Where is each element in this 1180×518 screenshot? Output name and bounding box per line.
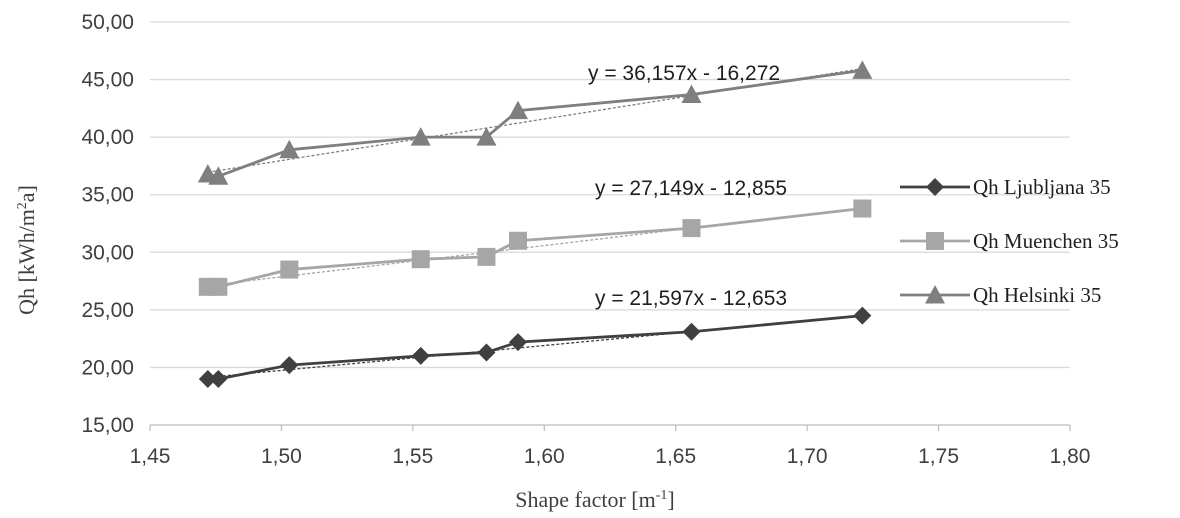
data-point-qh-helsinki-35 [681, 84, 702, 104]
data-point-qh-ljubljana-35 [853, 306, 872, 325]
data-point-qh-ljubljana-35 [280, 356, 299, 375]
y-tick-label: 35,00 [81, 184, 134, 207]
data-point-qh-muenchen-35 [853, 199, 872, 218]
series-line-qh-muenchen-35 [207, 207, 863, 289]
y-tick-label: 50,00 [81, 11, 134, 34]
data-point-qh-helsinki-35 [410, 127, 431, 146]
trend-equations: y = 21,597x - 12,653 y = 27,149x - 12,855… [588, 62, 787, 310]
data-point-qh-ljubljana-35 [682, 322, 701, 341]
legend-marker-qh-helsinki-35 [925, 285, 945, 304]
series-layer [197, 60, 873, 388]
plot-area [150, 21, 1070, 426]
series-line-qh-ljubljana-35 [207, 314, 863, 381]
data-point-qh-helsinki-35 [508, 100, 528, 120]
legend-marker-qh-muenchen-35 [926, 232, 944, 250]
data-point-qh-helsinki-35 [852, 60, 873, 79]
data-point-qh-muenchen-35 [682, 219, 701, 238]
y-tick-label: 15,00 [81, 414, 134, 437]
y-tick-label: 45,00 [81, 69, 134, 92]
y-axis: 15,00 20,00 25,00 30,00 35,00 40,00 45,00 50,00 [81, 11, 134, 437]
x-tick-label: 1,65 [655, 445, 696, 468]
y-tick-label: 30,00 [81, 241, 134, 264]
data-point-qh-ljubljana-35 [209, 369, 228, 388]
legend-label-qh-ljubljana-35: Qh Ljubljana 35 [973, 175, 1111, 199]
x-tick-label: 1,60 [524, 445, 565, 468]
x-tick-label: 1,50 [261, 445, 302, 468]
data-point-qh-ljubljana-35 [477, 343, 496, 362]
trend-equation-qh-ljubljana-35: y = 21,597x - 12,653 [595, 287, 787, 310]
y-tick-label: 20,00 [81, 356, 134, 379]
data-point-qh-helsinki-35 [279, 139, 300, 159]
data-point-qh-muenchen-35 [209, 277, 228, 296]
x-tick-label: 1,70 [787, 445, 828, 468]
y-tick-label: 40,00 [81, 126, 134, 149]
data-point-qh-muenchen-35 [411, 250, 430, 269]
legend-label-qh-helsinki-35: Qh Helsinki 35 [973, 283, 1101, 307]
data-point-qh-helsinki-35 [208, 166, 229, 185]
x-tick-label: 1,45 [130, 445, 171, 468]
trend-equation-qh-muenchen-35: y = 27,149x - 12,855 [595, 177, 787, 200]
y-axis-title: Qh [kWh/m2a] [14, 185, 39, 315]
series-line-qh-helsinki-35 [207, 68, 863, 178]
data-point-qh-helsinki-35 [476, 127, 497, 146]
legend-label-qh-muenchen-35: Qh Muenchen 35 [973, 229, 1119, 253]
legend: Qh Ljubljana 35 Qh Muenchen 35 Qh Helsinki… [900, 175, 1119, 307]
x-axis-title: Shape factor [m-1] [515, 487, 675, 512]
x-tick-label: 1,75 [918, 445, 959, 468]
data-point-qh-muenchen-35 [509, 231, 527, 250]
data-point-qh-ljubljana-35 [198, 369, 217, 388]
trend-equation-qh-helsinki-35: y = 36,157x - 16,272 [588, 62, 780, 85]
legend-marker-qh-ljubljana-35 [926, 178, 944, 196]
data-point-qh-ljubljana-35 [411, 346, 430, 365]
data-point-qh-muenchen-35 [280, 260, 299, 279]
data-point-qh-muenchen-35 [477, 247, 496, 266]
x-axis: 1,45 1,50 1,55 1,60 1,65 1,70 1,75 1,80 [130, 424, 1091, 468]
x-tick-label: 1,80 [1050, 445, 1091, 468]
data-point-qh-ljubljana-35 [509, 333, 527, 352]
x-tick-label: 1,55 [392, 445, 433, 468]
y-tick-label: 25,00 [81, 299, 134, 322]
